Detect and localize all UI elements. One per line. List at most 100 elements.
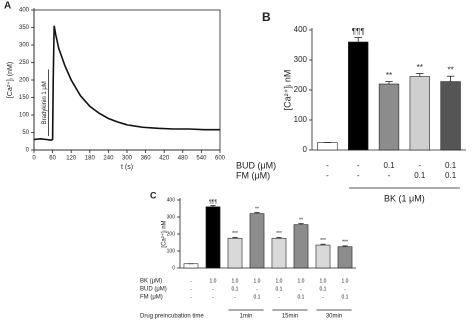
significance: ** bbox=[386, 71, 392, 80]
bar bbox=[348, 41, 369, 151]
bar bbox=[227, 237, 243, 269]
table-cell: 0.1 bbox=[383, 161, 395, 170]
table-cell: 1.0 bbox=[276, 278, 283, 284]
panel-label: A bbox=[4, 1, 11, 12]
bar bbox=[440, 81, 461, 151]
x-tick-label: 540 bbox=[196, 156, 207, 162]
bar bbox=[409, 76, 430, 151]
table-cell: 1.0 bbox=[298, 278, 305, 284]
x-tick-label: 0 bbox=[32, 156, 36, 162]
bar bbox=[293, 224, 309, 269]
row-label: BUD (μM) bbox=[140, 287, 167, 293]
time-group: 15min bbox=[282, 314, 298, 320]
table-cell: 1.0 bbox=[232, 278, 239, 284]
x-tick-label: 60 bbox=[49, 156, 56, 162]
significance: ¶¶¶ bbox=[352, 27, 365, 36]
bar bbox=[271, 237, 287, 269]
x-tick-label: 480 bbox=[178, 156, 189, 162]
table-cell: 0.1 bbox=[445, 161, 457, 170]
table-cell: 0.1 bbox=[414, 171, 426, 180]
x-tick-label: 240 bbox=[103, 156, 114, 162]
y-tick-label: 100 bbox=[19, 113, 30, 119]
y-tick-label: 350 bbox=[19, 25, 30, 31]
x-axis-label: t (s) bbox=[121, 164, 133, 171]
bar bbox=[183, 263, 199, 269]
time-group: 1min bbox=[239, 314, 252, 320]
y-tick-label: 400 bbox=[167, 197, 176, 203]
table-cell: - bbox=[234, 294, 236, 300]
table-cell: - bbox=[418, 161, 421, 170]
y-tick-label: 250 bbox=[19, 60, 30, 66]
y-tick-label: 300 bbox=[19, 43, 30, 49]
table-cell: 1.0 bbox=[254, 278, 261, 284]
table-cell: 0.1 bbox=[342, 294, 349, 300]
table-cell: - bbox=[278, 294, 280, 300]
table-cell: - bbox=[357, 161, 360, 170]
significance: ** bbox=[417, 63, 423, 72]
row-label: FM (μM) bbox=[236, 170, 270, 180]
y-tick-label: 200 bbox=[294, 85, 308, 94]
table-cell: - bbox=[326, 161, 329, 170]
row-label: BUD (μM) bbox=[236, 160, 276, 170]
significance: ** bbox=[255, 206, 259, 212]
row-label: BK (μM) bbox=[140, 279, 162, 285]
y-tick-label: 400 bbox=[294, 25, 308, 34]
significance: ** bbox=[447, 66, 453, 75]
x-tick-label: 180 bbox=[85, 156, 96, 162]
table-cell: 0.1 bbox=[254, 294, 261, 300]
y-tick-label: 0 bbox=[26, 148, 30, 154]
table-cell: - bbox=[212, 286, 214, 292]
y-tick-label: 150 bbox=[19, 95, 30, 101]
trace bbox=[33, 25, 220, 142]
table-cell: - bbox=[190, 286, 192, 292]
significance: ** bbox=[299, 217, 303, 223]
significance: *** bbox=[232, 231, 238, 237]
table-cell: - bbox=[357, 171, 360, 180]
table-cell: - bbox=[344, 286, 346, 292]
y-tick-label: 200 bbox=[19, 78, 30, 84]
table-cell: - bbox=[326, 171, 329, 180]
bar bbox=[205, 206, 221, 269]
table-cell: - bbox=[190, 294, 192, 300]
panel-label: C bbox=[150, 190, 157, 200]
x-tick-label: 600 bbox=[215, 156, 226, 162]
significance: *** bbox=[276, 231, 282, 237]
y-tick-label: 200 bbox=[167, 231, 176, 237]
bar bbox=[337, 246, 353, 269]
table-cell: 1.0 bbox=[342, 278, 349, 284]
table-cell: - bbox=[190, 278, 192, 284]
significance: ¶¶¶ bbox=[209, 199, 217, 205]
group-label: BK (1 μM) bbox=[384, 193, 425, 203]
x-tick-label: 420 bbox=[159, 156, 170, 162]
panel-label: B bbox=[262, 10, 271, 24]
time-group: 30min bbox=[326, 314, 342, 320]
y-tick-label: 400 bbox=[19, 8, 30, 14]
table-cell: 1.0 bbox=[320, 278, 327, 284]
table-cell: - bbox=[300, 286, 302, 292]
bar bbox=[249, 213, 265, 269]
y-axis-label: [Ca²⁺]ᵢ nM bbox=[282, 70, 292, 111]
table-cell: 1.0 bbox=[210, 278, 217, 284]
y-tick-label: 300 bbox=[294, 55, 308, 64]
table-cell: 0.1 bbox=[298, 294, 305, 300]
table-cell: 0.1 bbox=[445, 171, 457, 180]
y-axis-label: [Ca²⁺]ᵢ nM bbox=[161, 220, 168, 247]
y-axis-label: [Ca²⁺]ᵢ (nM) bbox=[7, 62, 14, 98]
y-tick-label: 100 bbox=[167, 248, 176, 254]
bar bbox=[315, 244, 331, 269]
time-label: Drug preincubation time bbox=[140, 314, 204, 320]
table-cell: - bbox=[212, 294, 214, 300]
y-tick-label: 0 bbox=[172, 265, 175, 271]
row-label: FM (μM) bbox=[140, 295, 163, 301]
bar bbox=[317, 142, 338, 151]
table-cell: - bbox=[256, 286, 258, 292]
table-cell: - bbox=[388, 171, 391, 180]
bar bbox=[378, 83, 400, 151]
table-cell: 0.1 bbox=[232, 286, 239, 292]
table-cell: 0.1 bbox=[276, 286, 283, 292]
significance: *** bbox=[342, 240, 348, 246]
x-tick-label: 120 bbox=[66, 156, 77, 162]
y-tick-label: 100 bbox=[294, 115, 308, 124]
